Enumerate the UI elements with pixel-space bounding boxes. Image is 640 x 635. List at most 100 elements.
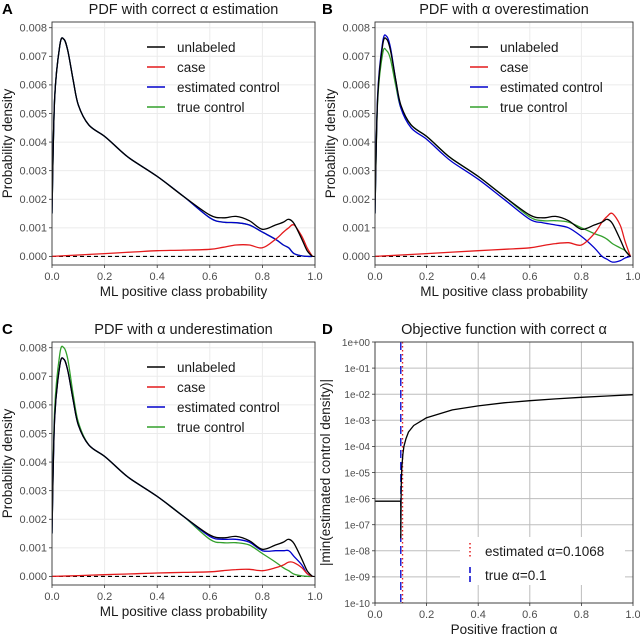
y-tick-label: 1e-07 bbox=[344, 521, 370, 532]
y-tick-label: 0.002 bbox=[19, 194, 47, 206]
panel-letter: B bbox=[322, 1, 333, 18]
y-tick-label: 0.004 bbox=[19, 457, 47, 469]
legend-label: unlabeled bbox=[177, 40, 236, 55]
y-tick-label: 0.000 bbox=[19, 251, 47, 263]
panel-b: B PDF with α overestimation0.0000.0010.00… bbox=[322, 1, 640, 299]
x-tick-label: 0.2 bbox=[419, 609, 434, 621]
chart-title: PDF with α overestimation bbox=[419, 2, 589, 18]
y-tick-label: 0.003 bbox=[19, 165, 47, 177]
legend-label-estimated: estimated α=0.1068 bbox=[485, 544, 604, 559]
y-tick-label: 0.006 bbox=[19, 80, 47, 92]
panel-c: C PDF with α underestimation 0.000 0.001 0.0… bbox=[0, 321, 323, 619]
legend-label: case bbox=[500, 60, 529, 75]
y-tick-label: 1e-09 bbox=[344, 573, 370, 584]
y-tick-label: 0.000 bbox=[342, 251, 370, 263]
x-tick-label: 0.2 bbox=[97, 591, 112, 603]
panel-letter: A bbox=[2, 1, 13, 18]
y-tick-label: 1e-08 bbox=[344, 547, 370, 558]
series-estimated-control bbox=[375, 34, 631, 263]
legend-label: estimated control bbox=[177, 400, 280, 415]
series-unlabeled bbox=[52, 357, 313, 577]
x-tick-label: 0.8 bbox=[574, 271, 589, 283]
x-tick-label: 0.4 bbox=[471, 609, 486, 621]
y-tick-label: 0.007 bbox=[19, 371, 47, 383]
panel-letter: C bbox=[2, 321, 13, 338]
y-tick-label: 1e-04 bbox=[344, 442, 370, 453]
y-tick-label: 0.001 bbox=[342, 223, 370, 235]
y-tick-label: 1e-02 bbox=[344, 390, 370, 401]
legend-label: estimated control bbox=[500, 80, 603, 95]
x-tick-label: 0.8 bbox=[255, 271, 270, 283]
x-tick-label: 0.8 bbox=[574, 609, 589, 621]
y-tick-label: 0.007 bbox=[342, 51, 370, 63]
series-case bbox=[375, 212, 632, 258]
x-axis-label: ML positive class probability bbox=[100, 284, 268, 299]
plot-area bbox=[375, 34, 633, 263]
plot-area bbox=[375, 342, 633, 603]
chart-title: Objective function with correct α bbox=[401, 322, 607, 338]
series-objective bbox=[375, 394, 633, 539]
x-tick-label: 0.8 bbox=[255, 591, 270, 603]
y-tick-label: 0.007 bbox=[19, 51, 47, 63]
x-tick-label: 1.0 bbox=[625, 271, 640, 283]
y-tick-label: 1e+00 bbox=[342, 338, 371, 349]
y-tick-label: 0.002 bbox=[19, 514, 47, 526]
y-tick-label: 0.005 bbox=[19, 108, 47, 120]
panel-letter: D bbox=[322, 321, 333, 338]
series-unlabeled bbox=[375, 37, 631, 257]
y-tick-label: 0.005 bbox=[19, 428, 47, 440]
plot-frame bbox=[51, 341, 316, 586]
legend-label: unlabeled bbox=[500, 40, 559, 55]
x-tick-label: 0.0 bbox=[44, 591, 59, 603]
x-tick-label: 1.0 bbox=[307, 271, 322, 283]
chart-title: PDF with correct α estimation bbox=[89, 2, 279, 18]
x-axis-label: Positive fraction α bbox=[451, 622, 558, 635]
y-axis-label: Probability density bbox=[323, 88, 338, 198]
y-tick-label: 1e-03 bbox=[344, 416, 370, 427]
plot-frame bbox=[374, 341, 634, 604]
y-tick-label: 0.002 bbox=[342, 194, 370, 206]
y-tick-label: 0.008 bbox=[342, 23, 370, 35]
y-tick-label: 0.004 bbox=[342, 137, 370, 149]
x-tick-label: 1.0 bbox=[307, 591, 322, 603]
legend-label: case bbox=[177, 60, 206, 75]
y-axis-label: Probability density bbox=[0, 88, 15, 198]
x-tick-label: 0.6 bbox=[522, 609, 537, 621]
y-tick-label: 1e-05 bbox=[344, 468, 370, 479]
chart-title: PDF with α underestimation bbox=[94, 322, 272, 338]
legend-background bbox=[460, 537, 625, 585]
legend-label: case bbox=[177, 380, 206, 395]
x-tick-label: 0.0 bbox=[367, 609, 382, 621]
y-axis-label: |min(estimated control density)| bbox=[318, 379, 333, 566]
x-tick-label: 0.6 bbox=[202, 591, 217, 603]
legend-label: unlabeled bbox=[177, 360, 236, 375]
panel-d: D Objective function with correct α 1e-10 1… bbox=[318, 321, 640, 635]
y-tick-label: 0.006 bbox=[19, 400, 47, 412]
y-tick-label: 0.004 bbox=[19, 137, 47, 149]
y-tick-label: 0.000 bbox=[19, 571, 47, 583]
x-tick-label: 0.4 bbox=[150, 271, 165, 283]
plot-frame bbox=[51, 21, 316, 266]
plot-area bbox=[52, 345, 315, 578]
y-tick-label: 0.001 bbox=[19, 223, 47, 235]
series-case bbox=[52, 223, 313, 258]
y-tick-label: 0.006 bbox=[342, 80, 370, 92]
series-case bbox=[52, 561, 313, 578]
legend-label: true control bbox=[177, 100, 245, 115]
x-tick-label: 0.0 bbox=[367, 271, 382, 283]
y-tick-label: 0.008 bbox=[19, 343, 47, 355]
plot-area bbox=[52, 37, 315, 258]
x-tick-label: 0.4 bbox=[471, 271, 486, 283]
legend-label: true control bbox=[500, 100, 568, 115]
x-axis-label: ML positive class probability bbox=[420, 284, 588, 299]
x-tick-label: 0.6 bbox=[522, 271, 537, 283]
x-tick-label: 0.2 bbox=[97, 271, 112, 283]
x-tick-label: 0.2 bbox=[419, 271, 434, 283]
y-axis-label: Probability density bbox=[0, 408, 15, 518]
plot-frame bbox=[374, 21, 634, 266]
series-unlabeled bbox=[52, 37, 313, 257]
y-tick-label: 1e-06 bbox=[344, 494, 370, 505]
y-tick-label: 0.003 bbox=[19, 485, 47, 497]
y-tick-label: 1e-01 bbox=[344, 364, 370, 375]
